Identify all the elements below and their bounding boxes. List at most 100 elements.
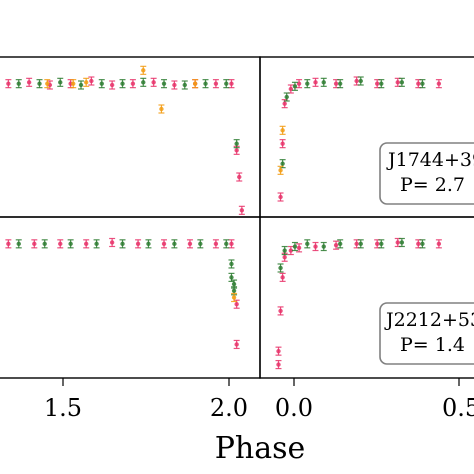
data-point-green (98, 79, 105, 89)
data-point-marker (278, 194, 283, 200)
x-ticks: 1.5 2.0 0.0 0.5 (44, 378, 474, 422)
panel-bottom-right-frame (259, 216, 474, 379)
data-point-red (109, 237, 116, 248)
panel-bottom-left-frame (0, 216, 261, 379)
data-point-green (223, 239, 230, 249)
data-point-marker (58, 80, 63, 85)
data-point-green (233, 139, 240, 149)
data-point-marker (146, 241, 151, 247)
data-point-marker (151, 80, 156, 85)
data-point-marker (276, 362, 281, 367)
data-point-green (378, 239, 385, 249)
data-point-marker (358, 241, 363, 247)
data-point-marker (42, 241, 47, 247)
data-point-marker (182, 82, 187, 88)
data-point-green (181, 80, 188, 90)
data-point-marker (141, 68, 146, 73)
data-point-marker (333, 242, 339, 248)
data-point-red (415, 79, 422, 89)
data-point-marker (288, 86, 294, 92)
annotation-top-name: J1744+39 (386, 149, 474, 171)
data-point-red (57, 239, 64, 249)
data-point-green (277, 263, 284, 273)
data-point-green (279, 159, 286, 169)
data-point-marker (416, 81, 421, 86)
data-point-marker (374, 241, 380, 247)
data-point-green (320, 77, 327, 87)
data-point-marker (296, 245, 302, 251)
data-point-red (415, 239, 422, 249)
data-point-red (374, 239, 381, 249)
data-point-red (279, 139, 286, 149)
data-point-marker (71, 81, 76, 86)
data-point-green (145, 239, 152, 249)
data-point-green (15, 79, 22, 89)
data-point-red (435, 79, 442, 89)
data-point-marker (37, 81, 42, 86)
data-point-green (228, 272, 235, 282)
data-point-red (233, 299, 240, 309)
data-point-marker (379, 81, 384, 86)
data-point-green (57, 77, 64, 87)
data-point-red (135, 239, 142, 249)
data-point-orange (158, 104, 165, 114)
data-point-green (231, 286, 238, 296)
data-point-marker (109, 240, 115, 245)
data-point-marker (26, 80, 32, 85)
data-point-marker (399, 240, 405, 245)
data-point-marker (161, 81, 167, 86)
data-point-marker (284, 94, 289, 100)
data-point-red (275, 359, 282, 370)
data-point-red (212, 79, 219, 89)
data-point-marker (32, 241, 37, 247)
data-point-red (312, 241, 319, 252)
data-point-red (296, 243, 303, 253)
data-point-marker (278, 168, 283, 173)
data-point-marker (280, 141, 285, 146)
data-point-marker (337, 241, 343, 247)
data-point-green (171, 239, 178, 249)
data-point-marker (278, 308, 283, 314)
annotation-box-top-frame (379, 142, 474, 205)
data-point-marker (420, 241, 425, 247)
data-point-red (279, 272, 286, 282)
data-point-green (419, 79, 426, 89)
panel-bottom-left (0, 216, 261, 379)
data-point-marker (354, 241, 359, 247)
data-point-marker (213, 81, 219, 86)
data-point-green (378, 79, 385, 89)
data-point-marker (358, 78, 363, 84)
data-point-marker (99, 81, 104, 86)
data-point-marker (187, 241, 193, 247)
data-point-marker (78, 82, 84, 88)
data-point-marker (68, 241, 73, 247)
data-point-red (150, 77, 157, 87)
data-point-red (129, 79, 136, 89)
data-point-marker (292, 244, 298, 249)
data-point-marker (234, 148, 239, 153)
data-point-marker (305, 81, 310, 86)
data-point-red (5, 239, 12, 249)
data-point-green (281, 245, 288, 256)
data-point-green (223, 79, 230, 89)
data-point-marker (280, 161, 285, 166)
data-point-green (337, 79, 344, 89)
data-point-green (140, 77, 147, 87)
data-point-marker (231, 288, 237, 293)
data-point-marker (6, 81, 11, 86)
data-point-marker (130, 81, 136, 86)
annotation-box-top: J1744+39 P= 2.7 (379, 142, 474, 205)
data-point-marker (416, 241, 421, 247)
annotation-bottom-period: P= 1.4 (400, 334, 465, 356)
data-point-marker (379, 241, 384, 247)
data-point-red (233, 339, 240, 350)
data-point-red (333, 240, 340, 250)
data-point-green (320, 241, 327, 252)
data-point-green (291, 81, 298, 91)
data-point-marker (337, 81, 343, 86)
data-point-marker (280, 128, 285, 133)
data-point-marker (399, 80, 405, 85)
x-tick-label-0-5: 0.5 (442, 394, 474, 422)
data-point-marker (305, 241, 310, 247)
data-point-red (212, 239, 219, 249)
